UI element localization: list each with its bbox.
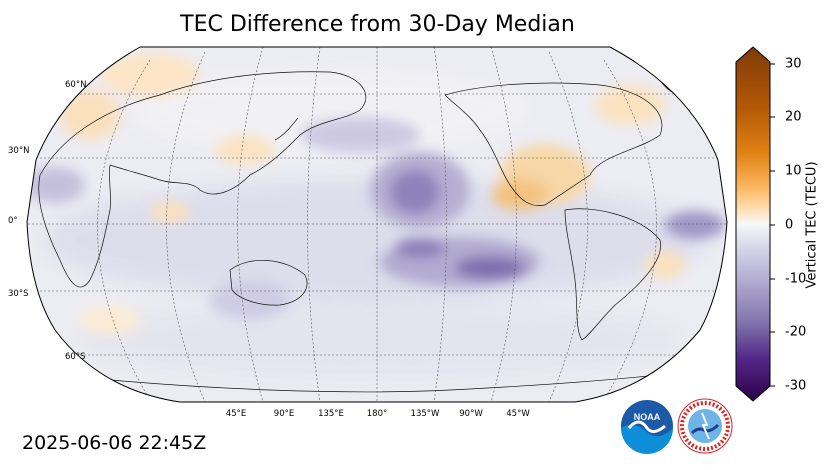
lon-label-135e: 135°E [318,409,344,419]
coast-japan [274,117,299,141]
anomaly-positive-south-west [80,305,140,335]
coast-africa [38,164,111,288]
anomaly-negative-pacific-west-core [395,238,445,258]
lat-label-30n: 30°N [8,146,30,156]
map-globe [27,47,727,402]
lat-label-30s: 30°S [8,289,29,299]
lon-label-90w: 90°W [459,409,483,419]
anomaly-positive-arctic [100,53,200,97]
svg-text:NOAA: NOAA [634,412,661,422]
anomaly-negative-australia [210,280,290,320]
anomaly-positive-indian-ocean [150,202,190,222]
nws-logo [677,398,733,454]
lon-label-90e: 90°E [273,409,295,419]
colorbar-tick-label: 20 [785,109,802,125]
anomaly-pale-band [45,180,705,300]
anomaly-negative-pacific-north-core [390,170,440,214]
lon-label-45w: 45°W [506,409,530,419]
anomaly-negative-atlantic [665,211,725,239]
colorbar-ticks [770,63,775,387]
anomaly-negative-pacific-south-core [455,256,525,280]
colorbar-fill [735,46,771,402]
colorbar-tick-label: 10 [785,163,802,179]
coast-south-america [564,208,661,341]
anomaly-negative-north-pacific [300,117,420,153]
anomaly-positive-south-atlantic [645,251,685,279]
anomaly-positive-europe [60,90,120,140]
map-title: TEC Difference from 30-Day Median [180,12,575,37]
anomaly-positive-canada [595,85,665,125]
noaa-logo: NOAA [621,400,673,454]
anomaly-pale-north [130,70,530,150]
coast-north-america [444,82,663,206]
anomaly-positive-mexico [492,179,548,211]
lon-label-45e: 45°E [225,409,247,419]
coast-antarctica [59,369,701,393]
lon-label-135w: 135°W [410,409,440,419]
lat-label-60n: 60°N [65,80,87,90]
anomaly-pale-south [80,300,680,380]
colorbar-label: Vertical TEC (TECU) [804,161,820,289]
lat-label-0: 0° [8,216,18,226]
anomaly-positive-asia [215,135,275,165]
colorbar-tick-label: -30 [785,378,807,394]
colorbar-tick-label: 0 [785,217,794,233]
globe-outline [26,46,728,403]
colorbar-tick-label: 30 [785,56,802,72]
coast-eurasia [39,71,367,195]
colorbar [735,46,775,402]
colorbar-tick-label: -10 [785,271,807,287]
lat-label-60s: 60°S [65,352,86,362]
graticule-lon [97,47,657,402]
lon-label-180: 180° [366,409,388,419]
timestamp: 2025-06-06 22:45Z [22,432,207,454]
coast-australia [229,260,308,306]
colorbar-tick-label: -20 [785,324,807,340]
